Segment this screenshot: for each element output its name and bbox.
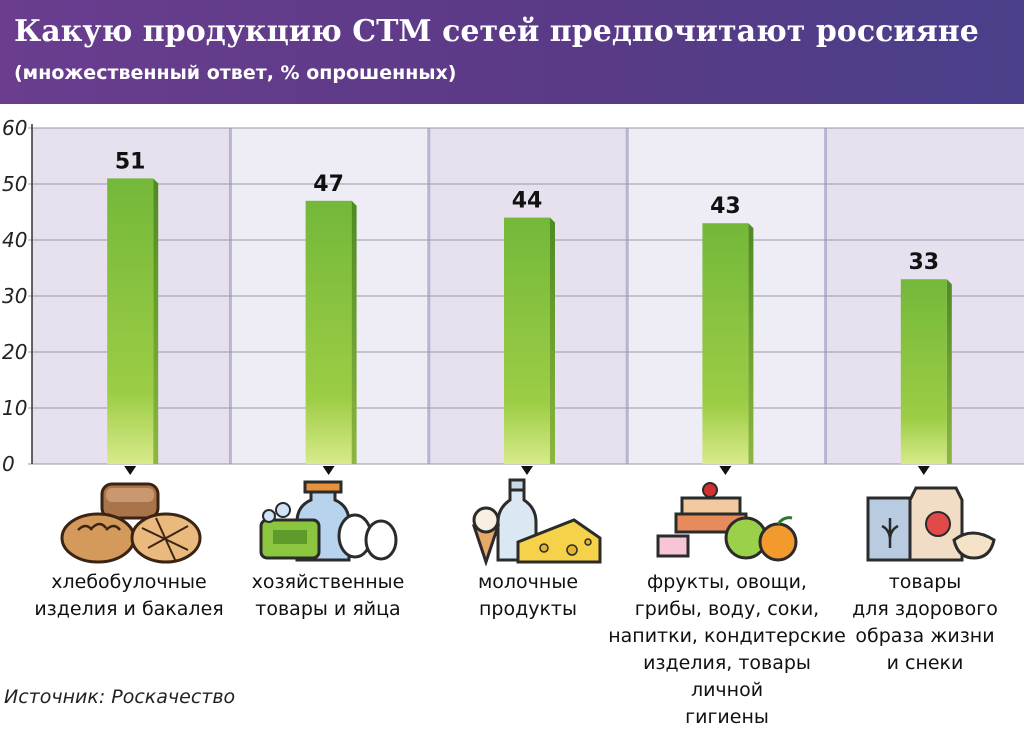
cleaning-eggs-icon (255, 478, 405, 566)
y-tick-label: 50 (2, 172, 27, 196)
y-tick-label: 30 (2, 284, 27, 308)
category-label: товары для здорового образа жизни и снек… (852, 571, 998, 674)
bars (107, 178, 952, 465)
fruit-cake-icon (654, 478, 804, 566)
category-label: хозяйственные товары и яйца (251, 571, 405, 620)
y-axis-ticks: 0 10 20 30 40 50 60 (2, 116, 33, 476)
bar-side (748, 223, 754, 464)
category-label: хлебобулочные изделия и бакалея (34, 571, 224, 620)
chart-title: Какую продукцию СТМ сетей предпочитают р… (14, 14, 979, 49)
bar-side (351, 200, 357, 465)
y-tick-label: 60 (2, 116, 27, 140)
data-label: 51 (115, 149, 146, 174)
data-label: 33 (908, 250, 939, 275)
dairy-icon (456, 478, 606, 567)
chart-header: Какую продукцию СТМ сетей предпочитают р… (0, 0, 1024, 104)
bar-chart: 0 10 20 30 40 50 60 51 47 44 43 33 (2, 116, 1024, 476)
category-marker (917, 466, 930, 475)
healthy-food-icon (858, 478, 1008, 566)
bar (107, 178, 154, 464)
y-tick-label: 40 (2, 228, 27, 252)
category-label: фрукты, овощи, грибы, воду, соки, напитк… (608, 571, 846, 728)
bar-side (153, 178, 159, 464)
category-marker (719, 466, 732, 475)
bread-icon (56, 478, 206, 566)
chart-subtitle: (множественный ответ, % опрошенных) (14, 62, 457, 84)
bar-side (946, 279, 952, 464)
y-tick-label: 10 (2, 396, 27, 420)
category-markers (124, 466, 930, 475)
bar (702, 223, 749, 464)
y-tick-label: 20 (2, 340, 27, 364)
data-labels: 51 47 44 43 33 (115, 149, 939, 275)
bar (504, 217, 550, 464)
data-label: 43 (710, 194, 741, 219)
data-label: 47 (313, 172, 344, 197)
source-note: Источник: Роскачество (4, 686, 236, 708)
category-marker (322, 466, 335, 475)
category-marker (521, 466, 533, 475)
bar-side (550, 217, 555, 464)
category-marker (124, 466, 137, 475)
y-tick-label: 0 (2, 452, 15, 476)
data-label: 44 (512, 189, 543, 214)
category-label: молочные продукты (477, 571, 579, 620)
bar (305, 200, 352, 465)
bar (900, 279, 947, 464)
